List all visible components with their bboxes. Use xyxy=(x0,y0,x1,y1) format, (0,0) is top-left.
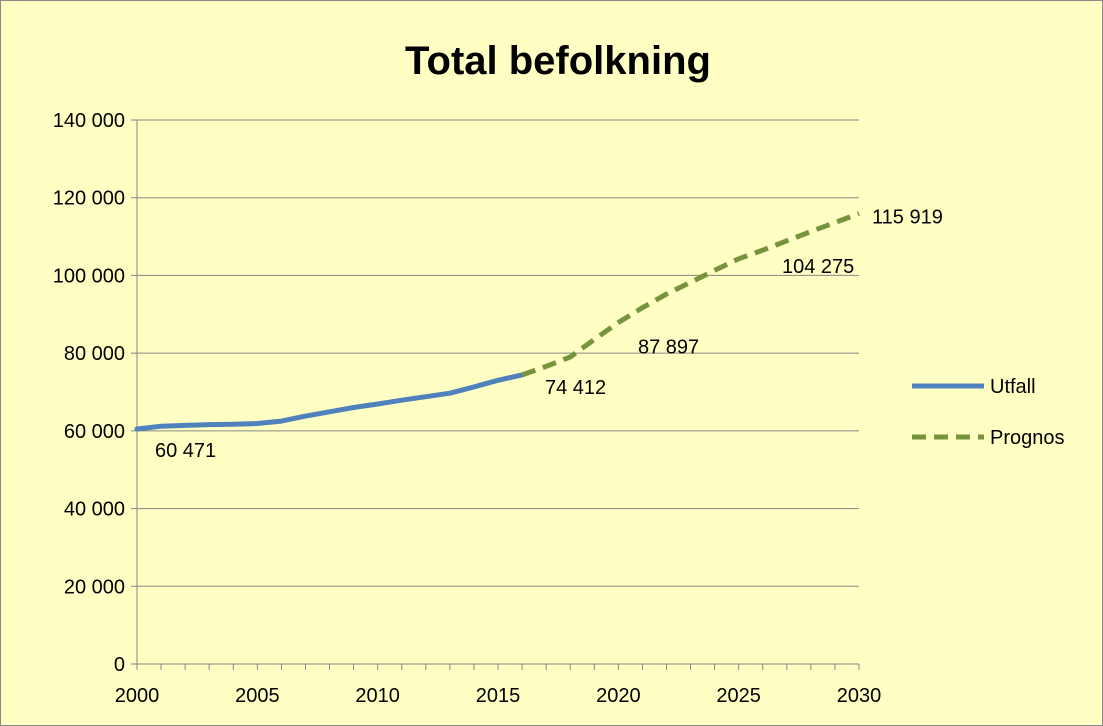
chart-title: Total befolkning xyxy=(405,39,711,83)
legend-label-utfall: Utfall xyxy=(990,376,1036,398)
x-tick-label: 2005 xyxy=(235,685,280,707)
data-label: 115 919 xyxy=(872,207,943,229)
x-tick-label: 2000 xyxy=(115,685,160,707)
x-tick-label: 2030 xyxy=(837,685,882,707)
y-tick-label: 40 000 xyxy=(64,499,125,521)
data-labels: 60 471 74 412 87 897 104 275 115 919 xyxy=(155,207,943,462)
data-label: 87 897 xyxy=(638,336,699,358)
y-tick-label: 20 000 xyxy=(64,576,125,598)
x-tick-label: 2020 xyxy=(596,685,641,707)
x-tick-label: 2010 xyxy=(355,685,400,707)
series-lines xyxy=(134,211,860,432)
data-label: 104 275 xyxy=(782,256,854,278)
y-tick-label: 80 000 xyxy=(64,343,125,365)
x-axis-ticks: 2000 2005 2010 2015 2020 2025 2030 xyxy=(115,664,882,707)
y-tick-label: 120 000 xyxy=(53,188,125,210)
data-label: 74 412 xyxy=(545,377,606,399)
y-tick-label: 60 000 xyxy=(64,421,125,443)
y-axis-ticks: 0 20 000 40 000 60 000 80 000 100 000 120 000 1… xyxy=(53,110,137,676)
series-line-prognos xyxy=(521,211,860,378)
gridlines xyxy=(137,119,859,587)
y-tick-label: 0 xyxy=(114,654,125,676)
axes xyxy=(136,120,859,665)
legend: Utfall Prognos xyxy=(912,376,1065,449)
legend-label-prognos: Prognos xyxy=(990,427,1065,449)
x-tick-label: 2015 xyxy=(476,685,521,707)
x-tick-label: 2025 xyxy=(716,685,761,707)
y-tick-label: 100 000 xyxy=(53,265,125,287)
y-tick-label: 140 000 xyxy=(53,110,125,132)
data-label: 60 471 xyxy=(155,440,216,462)
series-line-utfall xyxy=(134,372,525,432)
